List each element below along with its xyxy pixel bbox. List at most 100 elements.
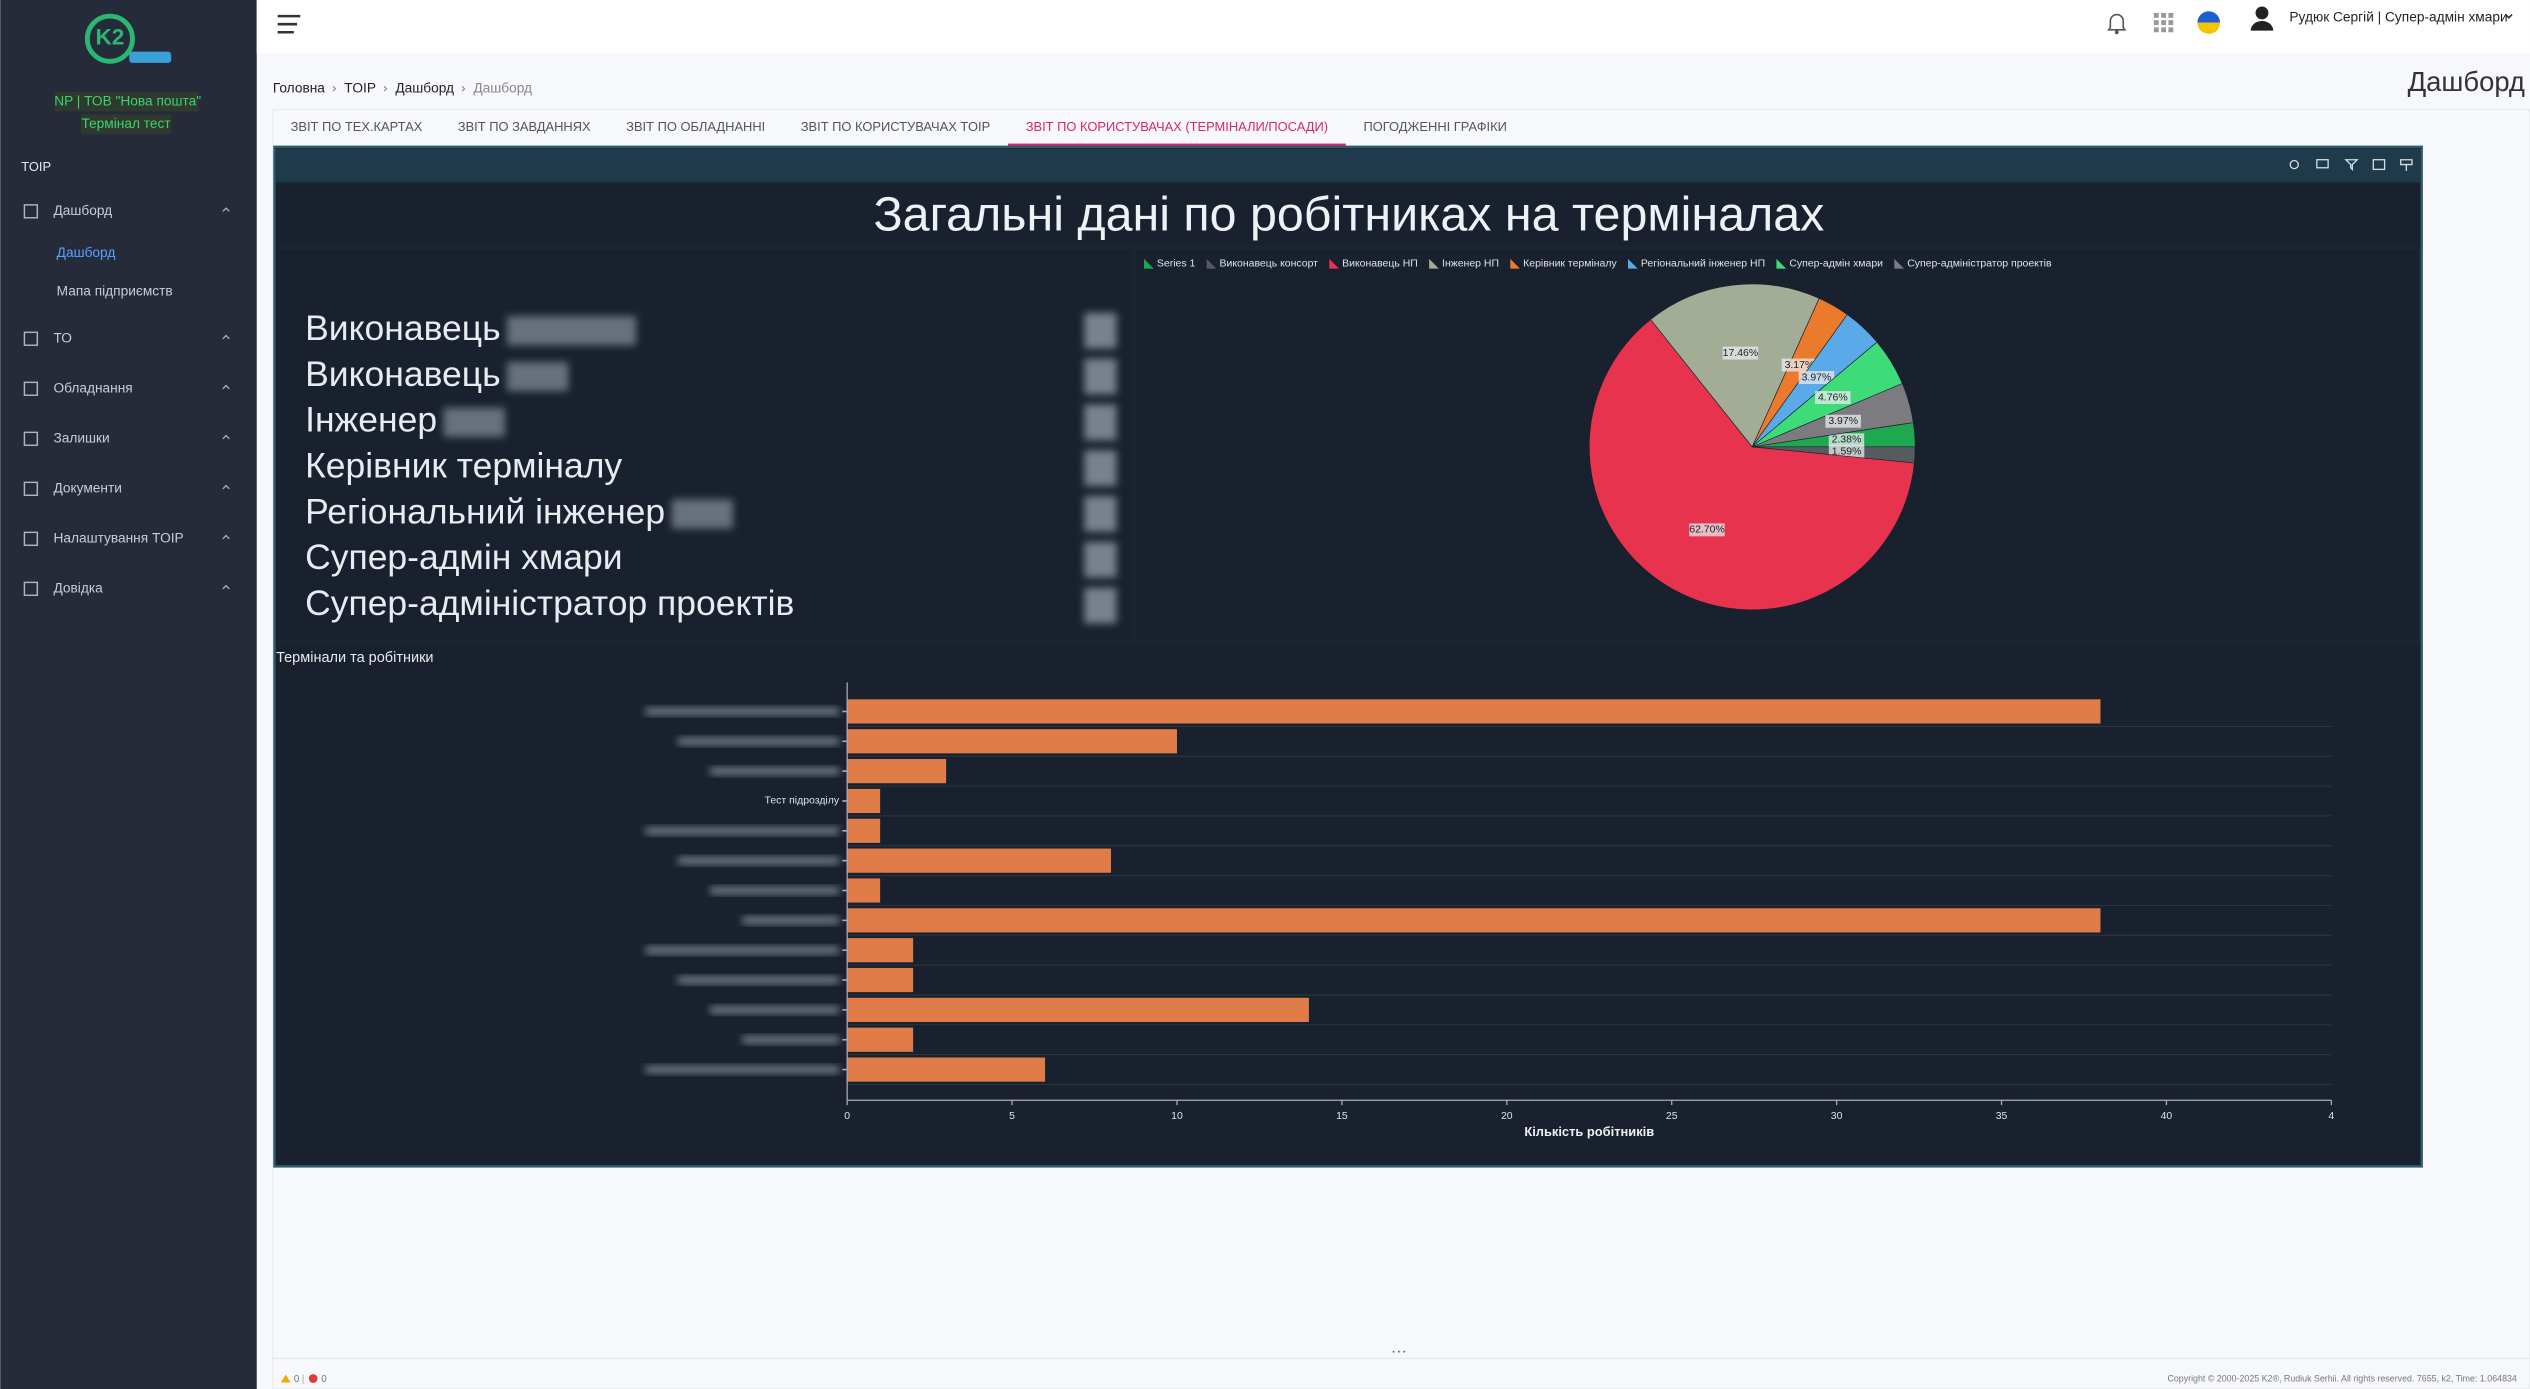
apps[interactable] <box>2153 12 2174 33</box>
breadcrumb: Дашборд <box>473 80 532 95</box>
bar <box>847 908 2101 933</box>
menu-item[interactable]: Дашборд <box>53 203 112 218</box>
redacted <box>671 499 733 529</box>
submenu-item[interactable]: Дашборд <box>57 245 116 260</box>
redacted-label <box>742 1036 840 1043</box>
toolbar-icons[interactable] <box>2289 159 2413 172</box>
tab[interactable]: ЗВІТ ПО КОРИСТУВАЧАХ (ТЕРМІНАЛИ/ПОСАДИ) <box>1026 119 1328 134</box>
bar <box>847 818 881 843</box>
legend-label: Регіональний інженер НП <box>1641 259 1765 270</box>
bar-panel <box>276 643 2421 1165</box>
legend-label: Інженер НП <box>1442 259 1499 270</box>
menu-icon <box>23 431 39 446</box>
bar <box>847 788 881 814</box>
language-flag[interactable] <box>2197 11 2221 34</box>
redacted-value <box>1084 404 1117 441</box>
legend-swatch <box>1894 258 1904 269</box>
breadcrumb[interactable]: Дашборд <box>395 80 454 95</box>
kpi-label: Виконавець <box>305 308 500 348</box>
dropdown-caret[interactable] <box>2505 13 2513 19</box>
menu-icon <box>23 581 39 597</box>
x-tick-label: 25 <box>1666 1111 1678 1122</box>
legend-label: Виконавець консорт <box>1220 259 1319 270</box>
redacted-label <box>677 857 840 864</box>
top-bar <box>256 0 2530 54</box>
error-icon <box>308 1374 318 1383</box>
redacted-label <box>677 976 840 984</box>
x-tick-label: 4 <box>2328 1111 2334 1122</box>
redacted-value <box>1084 358 1117 395</box>
user-name[interactable]: Рудюк Сергій | Супер-адмін хмари <box>2289 9 2507 24</box>
tab-underline <box>1007 143 1346 147</box>
redacted-value <box>1084 496 1117 532</box>
menu-icon <box>23 204 39 219</box>
menu-item[interactable]: Залишки <box>53 430 109 445</box>
bar <box>847 848 1112 873</box>
tab[interactable]: ПОГОДЖЕННІ ГРАФІКИ <box>1364 119 1507 134</box>
warning-icon <box>280 1374 291 1383</box>
chart-title: Термінали та робітники <box>276 650 433 666</box>
highlight <box>55 91 199 112</box>
slice-label: 3.17% <box>1785 360 1815 371</box>
bar <box>847 997 1309 1022</box>
x-tick-label: 20 <box>1501 1111 1513 1122</box>
legend-label: Супер-адміністратор проектів <box>1907 259 2052 270</box>
kpi-label: Регіональний інженер <box>305 491 665 531</box>
menu-item[interactable]: Обладнання <box>53 380 132 395</box>
user-icon[interactable] <box>2250 6 2274 31</box>
resize-handle[interactable]: ··· <box>1391 1342 1407 1360</box>
terminal: Термінал тест <box>81 116 171 131</box>
redacted-label <box>645 1066 840 1073</box>
redacted-value <box>1084 542 1117 578</box>
redacted-label <box>677 738 840 745</box>
x-tick-label: 15 <box>1336 1111 1348 1122</box>
section-title: TOIP <box>21 159 51 174</box>
bar <box>847 759 947 784</box>
menu-item[interactable]: ТО <box>53 330 71 345</box>
menu-item[interactable]: Документи <box>53 480 121 495</box>
legend-swatch <box>1329 258 1339 269</box>
pie-slice <box>1588 319 1915 611</box>
redacted <box>443 407 505 437</box>
slice-label-bg <box>1815 391 1851 405</box>
kpi-label: Супер-адміністратор проектів <box>305 583 794 623</box>
menu-item[interactable]: Налаштування TOIP <box>53 530 183 545</box>
kpi-panel <box>276 250 1132 639</box>
notifications[interactable] <box>2107 13 2127 35</box>
menu-item[interactable]: Довідка <box>53 580 103 595</box>
legend-label: Супер-адмін хмари <box>1789 259 1883 270</box>
separator: | <box>302 1374 305 1385</box>
submenu-item[interactable]: Мапа підприємств <box>57 284 173 299</box>
company: NP | ТОВ "Нова пошта" <box>54 93 201 108</box>
tab[interactable]: ЗВІТ ПО ТЕХ.КАРТАХ <box>291 119 423 134</box>
tab[interactable]: ЗВІТ ПО ОБЛАДНАННІ <box>626 119 765 134</box>
bar <box>847 878 881 903</box>
warnings: 0 <box>294 1374 299 1385</box>
kpi-label: Інженер <box>305 400 437 440</box>
slice-label-bg <box>1828 433 1865 447</box>
redacted-label <box>645 827 840 835</box>
legend-label: Керівник терміналу <box>1523 259 1617 270</box>
logo: K2 <box>84 13 172 64</box>
kpi-label: Керівник терміналу <box>305 446 622 486</box>
pie-slice <box>1650 283 1820 448</box>
breadcrumb[interactable]: TOIP <box>344 80 376 95</box>
redacted-label <box>645 708 840 715</box>
menu-toggle[interactable] <box>277 14 301 34</box>
redacted-value <box>1084 587 1117 624</box>
slice-label: 62.70% <box>1689 525 1725 536</box>
menu-icon <box>23 531 39 547</box>
slice-label-bg <box>1828 445 1865 458</box>
menu-caret <box>222 534 230 540</box>
errors: 0 <box>321 1374 326 1385</box>
bar <box>847 938 914 963</box>
redacted-label <box>645 946 840 954</box>
menu-caret <box>222 484 230 490</box>
breadcrumb[interactable]: Головна <box>273 80 325 95</box>
bar <box>847 1057 1046 1082</box>
tab[interactable]: ЗВІТ ПО КОРИСТУВАЧАХ TOIP <box>801 119 990 134</box>
slice-label-bg <box>1722 346 1759 360</box>
bar <box>847 967 914 993</box>
tab[interactable]: ЗВІТ ПО ЗАВДАННЯХ <box>458 119 591 134</box>
